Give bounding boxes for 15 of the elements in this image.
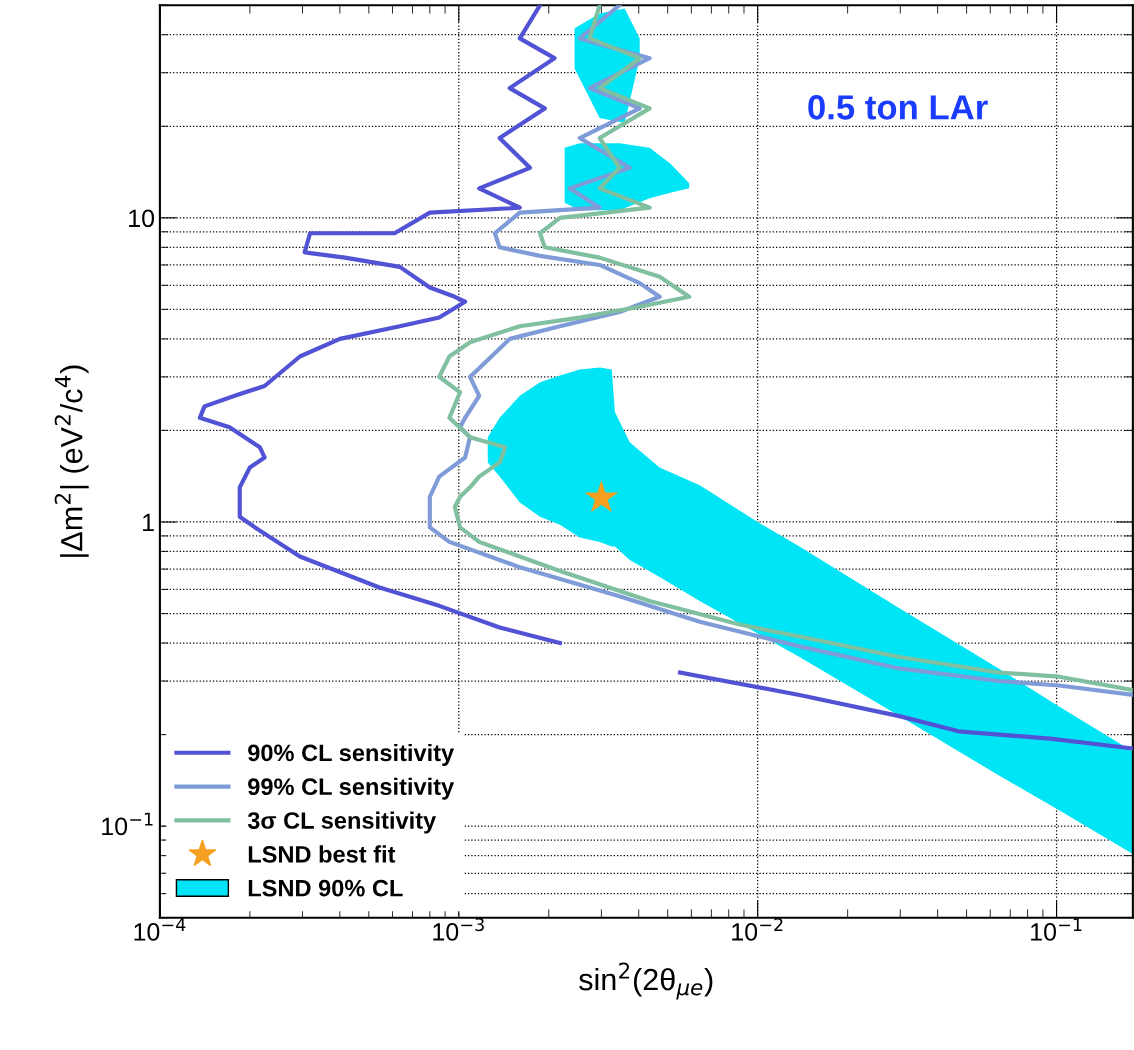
x-tick-label: 10$^{−3}$ bbox=[433, 917, 484, 941]
y-tick-label: 10 bbox=[129, 209, 155, 228]
legend-label: 3σ CL sensitivity bbox=[247, 811, 437, 834]
y-tick-label: 1 bbox=[143, 513, 154, 532]
x-axis-title: sin$^{2}$(2θ$_{μe}$) bbox=[579, 962, 713, 1000]
annotation: 0.5 ton LAr bbox=[808, 95, 988, 120]
legend-label: 90% CL sensitivity bbox=[248, 743, 455, 766]
x-tick-label: 10$^{−1}$ bbox=[1031, 918, 1082, 941]
legend-label: LSND best fit bbox=[248, 845, 396, 863]
x-tick-label: 10$^{−4}$ bbox=[134, 918, 186, 941]
y-tick-label: 10$^{−1}$ bbox=[102, 812, 153, 836]
x-tick-label: 10$^{−2}$ bbox=[732, 917, 783, 941]
legend-label: LSND 90% CL bbox=[248, 879, 403, 897]
y-axis-title: |Δm$^{2}$| (eV$^{2}$/c$^{4}$) bbox=[54, 365, 89, 557]
legend-label: 99% CL sensitivity bbox=[248, 777, 455, 800]
